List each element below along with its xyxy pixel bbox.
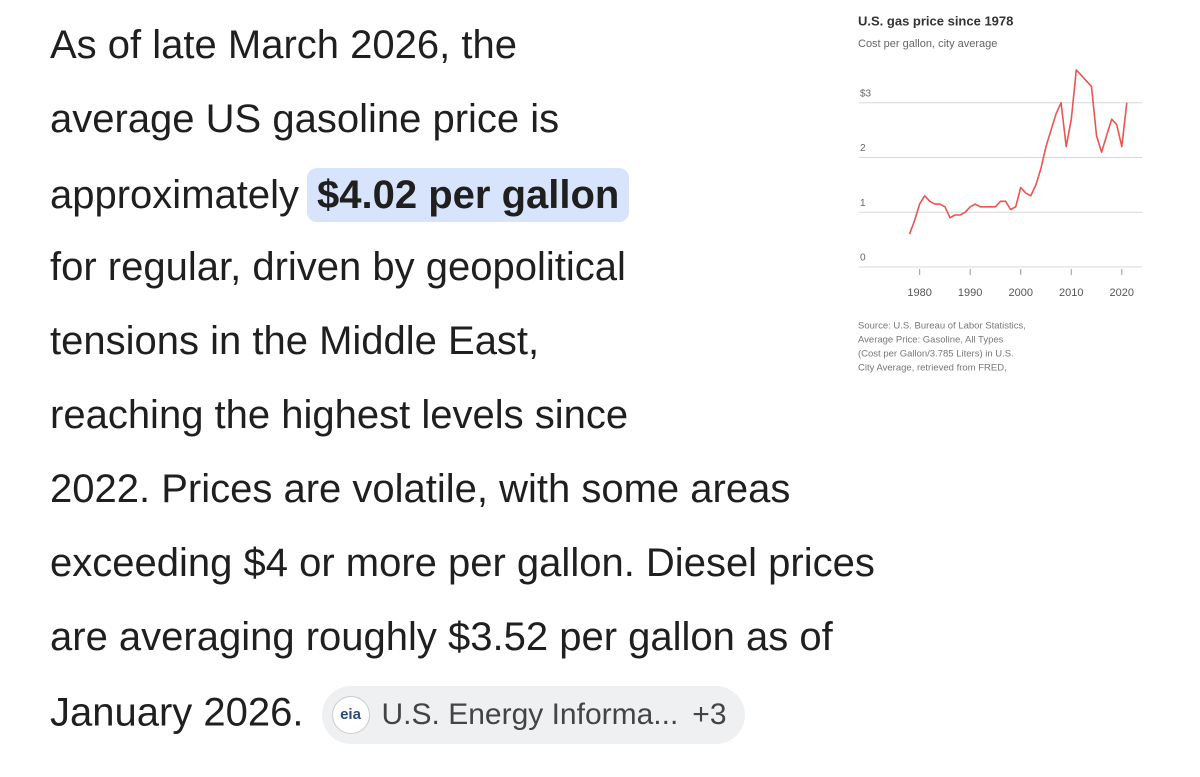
source-note: City Average, retrieved from FRED, [858, 363, 1007, 374]
source-note: (Cost per Gallon/3.785 Liters) in U.S. [858, 349, 1014, 360]
source-note: Average Price: Gasoline, All Types [858, 335, 1004, 346]
answer-line: As of late March 2026, the [50, 20, 517, 70]
x-tick-label: 2010 [1059, 287, 1083, 299]
answer-line: tensions in the Middle East, [50, 316, 539, 366]
x-tick-label: 1980 [907, 287, 931, 299]
answer-line: average US gasoline price is [50, 94, 559, 144]
x-tick-label: 2020 [1110, 287, 1134, 299]
answer-line: are averaging roughly $3.52 per gallon a… [50, 612, 833, 662]
answer-text: for regular, driven by geopolitical [50, 245, 626, 289]
answer-line: January 2026. eia U.S. Energy Informa... +3 [50, 686, 745, 744]
answer-line: reaching the highest levels since [50, 390, 628, 440]
answer-text: are averaging roughly $3.52 per gallon a… [50, 615, 833, 659]
source-chip[interactable]: eia U.S. Energy Informa... +3 [321, 686, 745, 744]
answer-line: approximately $4.02 per gallon [50, 168, 630, 222]
x-tick-label: 1990 [958, 287, 982, 299]
answer-text: exceeding $4 or more per gallon. Diesel … [50, 541, 875, 585]
chart-subtitle: Cost per gallon, city average [858, 38, 997, 50]
y-tick-label: 0 [860, 253, 866, 264]
y-tick-label: $3 [860, 88, 872, 99]
answer-line: exceeding $4 or more per gallon. Diesel … [50, 538, 875, 588]
y-tick-label: 1 [860, 198, 866, 209]
answer-text: 2022. Prices are volatile, with some are… [50, 467, 791, 511]
x-tick-label: 2000 [1008, 287, 1032, 299]
source-icon: eia [331, 696, 370, 734]
source-note: Source: U.S. Bureau of Labor Statistics, [858, 321, 1026, 332]
source-more: +3 [692, 698, 727, 731]
y-tick-label: 2 [860, 143, 866, 154]
highlight: $4.02 per gallon [307, 168, 630, 222]
answer-line: for regular, driven by geopolitical [50, 242, 626, 292]
answer-text: January 2026. [50, 690, 304, 735]
answer-text: tensions in the Middle East, [50, 319, 540, 363]
answer-line: 2022. Prices are volatile, with some are… [50, 464, 790, 514]
answer-text: average US gasoline price is [50, 97, 560, 141]
price-line [908, 69, 1128, 235]
chart: U.S. gas price since 1978 Cost per gallo… [858, 13, 1142, 374]
answer-text: approximately [50, 173, 300, 217]
answer-text: reaching the highest levels since [50, 393, 629, 437]
answer-text: As of late March 2026, the [50, 23, 517, 67]
chart-title: U.S. gas price since 1978 [858, 13, 1013, 28]
source-label: U.S. Energy Informa... [381, 698, 679, 731]
